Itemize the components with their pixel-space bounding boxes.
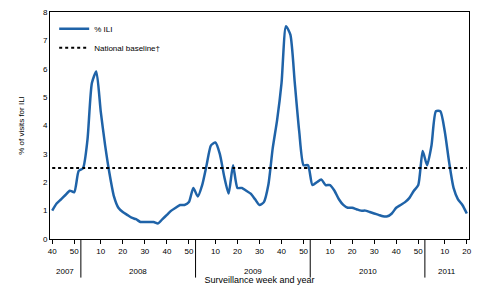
svg-text:50: 50 xyxy=(299,247,308,256)
svg-text:20: 20 xyxy=(462,247,471,256)
svg-text:50: 50 xyxy=(184,247,193,256)
svg-text:3: 3 xyxy=(43,150,48,159)
svg-text:20: 20 xyxy=(118,247,127,256)
svg-text:2007: 2007 xyxy=(56,267,74,276)
svg-text:Surveillance week and year: Surveillance week and year xyxy=(204,275,314,285)
svg-text:50: 50 xyxy=(70,247,79,256)
svg-text:2011: 2011 xyxy=(438,267,456,276)
svg-text:6: 6 xyxy=(43,65,48,74)
svg-text:1: 1 xyxy=(43,206,48,215)
svg-text:30: 30 xyxy=(140,247,149,256)
svg-text:National baseline†: National baseline† xyxy=(94,44,160,53)
svg-text:40: 40 xyxy=(392,247,401,256)
svg-text:10: 10 xyxy=(440,247,449,256)
svg-text:0: 0 xyxy=(43,235,48,244)
svg-text:20: 20 xyxy=(348,247,357,256)
svg-text:10: 10 xyxy=(326,247,335,256)
svg-text:7: 7 xyxy=(43,36,48,45)
svg-text:30: 30 xyxy=(255,247,264,256)
svg-text:40: 40 xyxy=(48,247,57,256)
svg-text:% ILI: % ILI xyxy=(94,25,112,34)
svg-text:10: 10 xyxy=(211,247,220,256)
svg-text:40: 40 xyxy=(277,247,286,256)
svg-text:4: 4 xyxy=(43,121,48,130)
svg-text:20: 20 xyxy=(233,247,242,256)
svg-text:50: 50 xyxy=(414,247,423,256)
svg-text:2010: 2010 xyxy=(359,267,377,276)
svg-text:40: 40 xyxy=(162,247,171,256)
svg-text:30: 30 xyxy=(370,247,379,256)
svg-text:8: 8 xyxy=(43,8,48,17)
svg-text:2008: 2008 xyxy=(129,267,147,276)
svg-text:2: 2 xyxy=(43,178,48,187)
svg-text:% of visits for ILI: % of visits for ILI xyxy=(17,96,26,155)
svg-text:5: 5 xyxy=(43,93,48,102)
svg-text:2009: 2009 xyxy=(244,267,262,276)
svg-text:10: 10 xyxy=(96,247,105,256)
